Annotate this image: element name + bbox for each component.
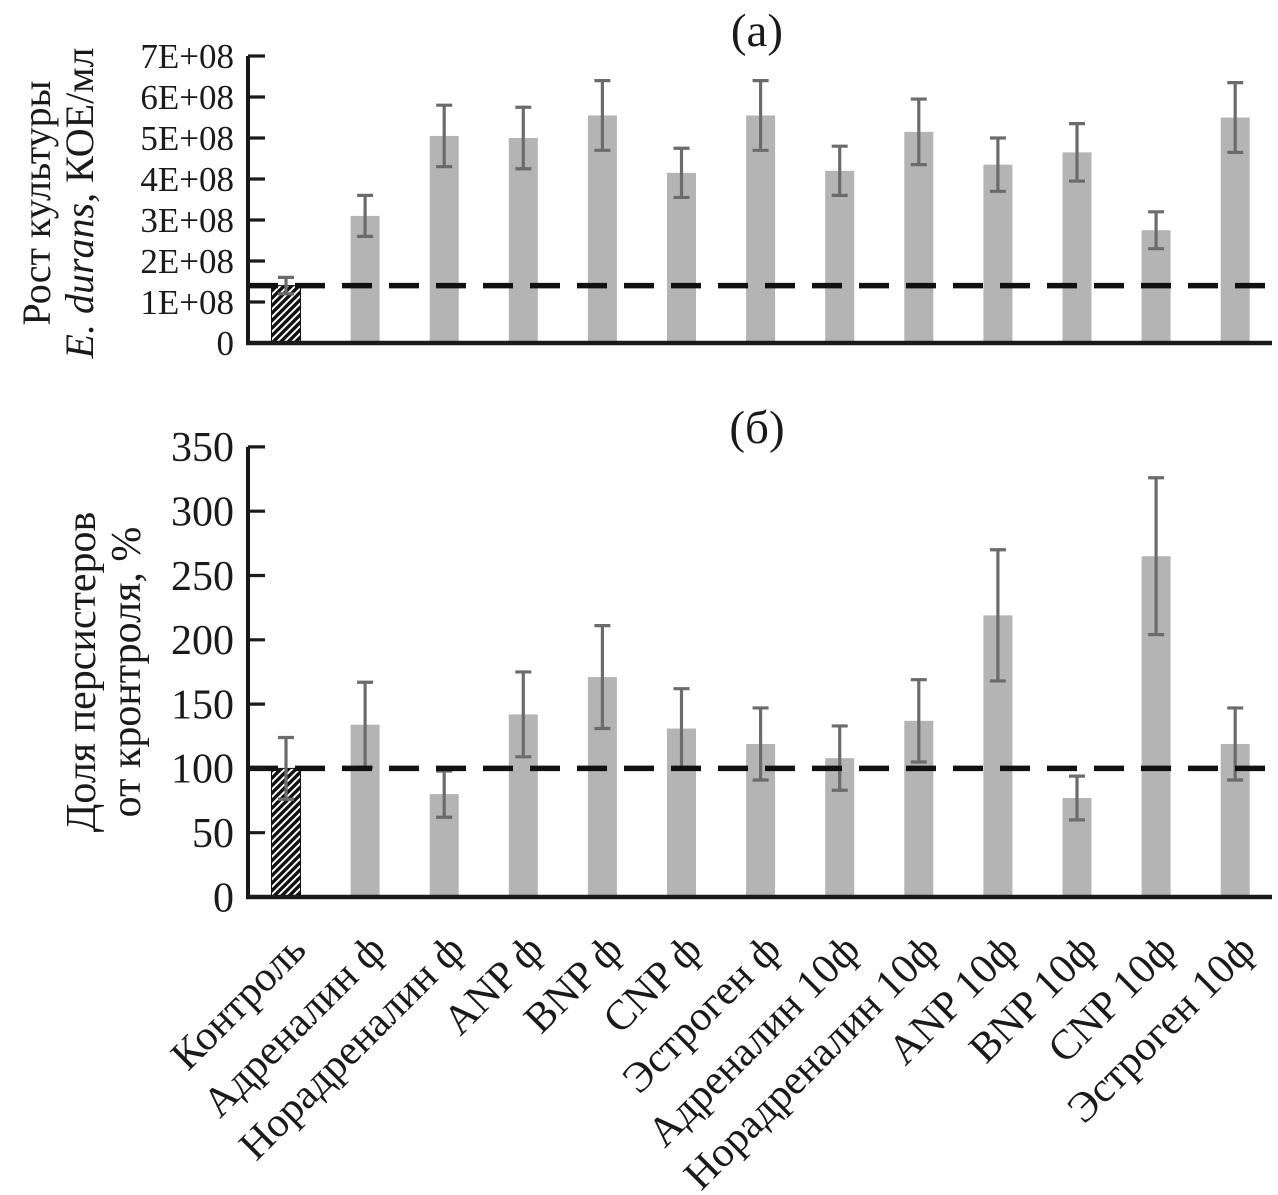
error-bar [1227,81,1244,154]
bar [667,172,696,343]
y-tick-label: 0 [217,324,235,363]
bar [746,115,776,343]
error-bar [357,193,374,238]
bar [508,138,538,343]
error-bar [989,548,1006,683]
bar [429,135,459,343]
y-axis-label-line1: Доля персистеров [59,512,105,833]
y-tick-label: 2E+08 [140,242,234,281]
error-bar [831,724,848,792]
panel-title: (a) [731,5,783,57]
bar [1220,117,1250,343]
bar [1062,152,1092,343]
y-tick-label: 3E+08 [140,201,234,240]
panel-b-chart: 0 50 100 150 200 250 300 350 (б) Доля персистеров… [59,402,1272,1195]
bar [983,164,1013,343]
y-tick-label: 350 [171,425,234,471]
y-tick-label: 6E+08 [140,78,234,117]
error-bar [594,624,611,731]
y-tick-label: 4E+08 [140,160,234,199]
y-tick-label: 100 [171,747,234,793]
error-bar [436,103,453,169]
error-bar [278,275,294,296]
y-tick-label: 0 [213,875,234,921]
error-bar [910,97,927,167]
y-tick-label: 7E+08 [140,37,234,76]
bar [904,131,934,343]
error-bar [989,136,1006,193]
error-bar [910,678,927,764]
error-bar [831,144,848,197]
bar [825,170,855,343]
panel-title: (б) [729,402,784,454]
y-axis-label-line1: Рост культуры [14,80,59,325]
y-tick-label: 50 [192,811,234,857]
y-tick-label: 5E+08 [140,119,234,158]
error-bar [515,105,532,171]
bar [587,115,617,343]
error-bar [594,79,611,152]
y-tick-label: 1E+08 [140,283,234,322]
y-tick-label: 200 [171,618,234,664]
y-tick-label: 250 [171,554,234,600]
y-axis-label-line2: E. durans, КОЕ/мл [57,47,102,359]
y-axis-label-line2: от кронтроля, % [104,527,150,818]
error-bar [752,706,769,782]
error-bar [1148,476,1165,637]
error-bar [1069,122,1085,183]
error-bar [673,146,690,200]
error-bar [278,735,294,801]
error-bar [1069,774,1085,822]
y-tick-label: 150 [171,682,234,728]
error-bar [752,79,769,152]
error-bar [515,670,532,759]
y-tick-label: 300 [171,489,234,535]
error-bar [1148,210,1165,251]
